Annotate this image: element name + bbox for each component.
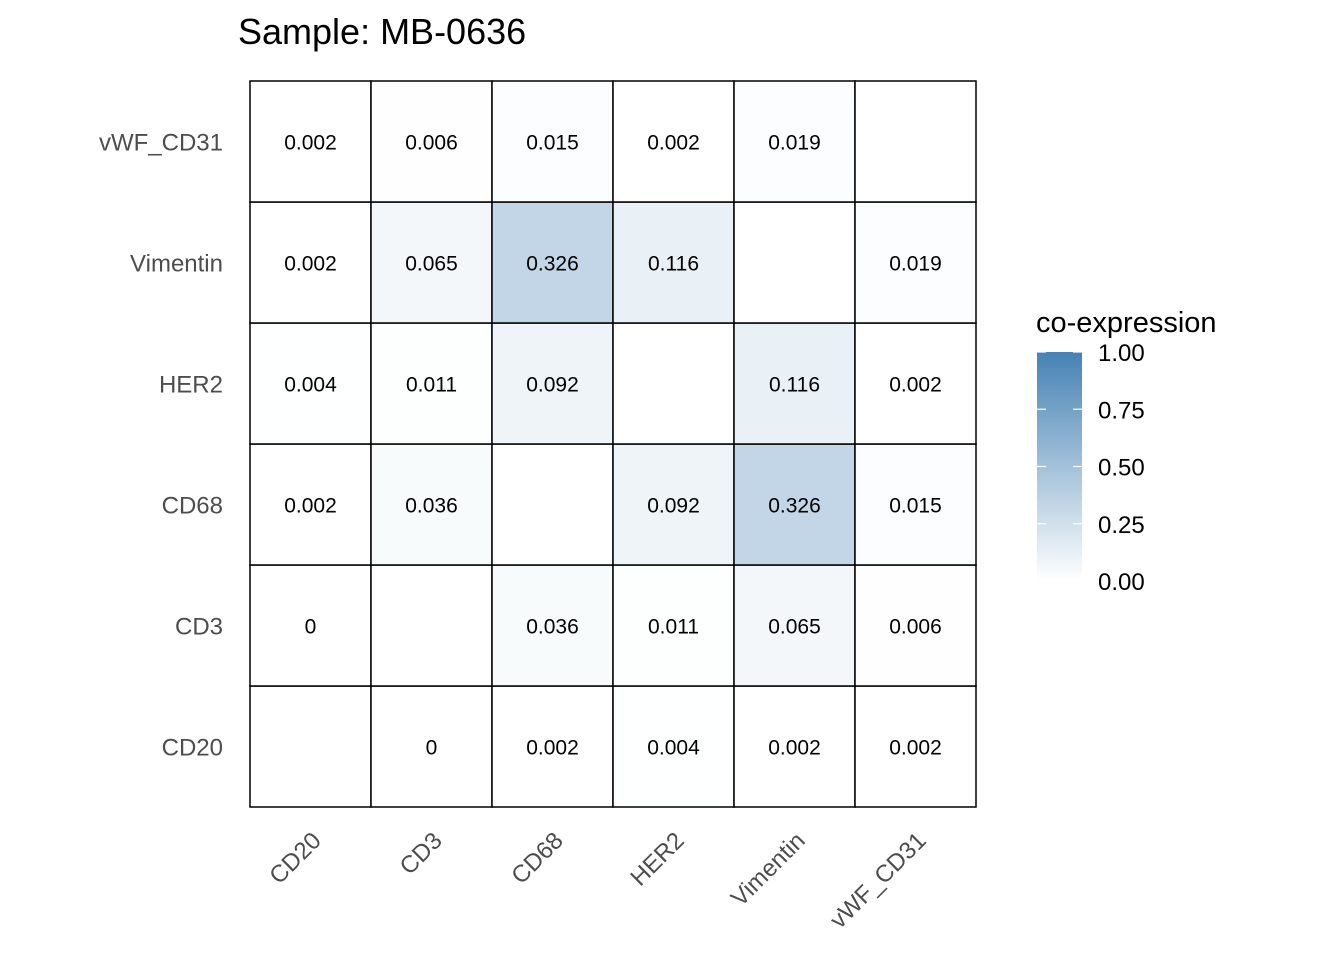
- heatmap-cell: [491, 201, 614, 324]
- x-tick-label: vWF_CD31: [825, 827, 932, 934]
- cell-value-label: 0.002: [284, 253, 337, 276]
- heatmap-cell: [854, 322, 977, 445]
- heatmap-cell: [491, 322, 614, 445]
- heatmap-cell: [733, 685, 856, 808]
- chart-title: Sample: MB-0636: [238, 11, 526, 52]
- cell-value-label: 0.002: [889, 374, 942, 397]
- heatmap-cell: [370, 322, 493, 445]
- cell-value-label: 0.002: [889, 737, 942, 760]
- cell-value-label: 0.006: [405, 132, 458, 155]
- cell-value-label: 0: [305, 616, 317, 639]
- cell-value-label: 0.092: [647, 495, 700, 518]
- cell-value-label: 0.116: [769, 374, 820, 397]
- cell-value-label: 0.011: [648, 616, 699, 639]
- cell-value-label: 0.006: [889, 616, 942, 639]
- cell-value-label: 0.036: [526, 616, 579, 639]
- heatmap-cell: [249, 685, 372, 808]
- cell-value-label: 0.326: [768, 495, 821, 518]
- y-tick-label: CD68: [162, 493, 223, 520]
- heatmap-cell: [733, 564, 856, 687]
- legend-title: co-expression: [1036, 307, 1217, 339]
- legend-tick-label: 0.00: [1098, 569, 1145, 596]
- heatmap-cell: [612, 322, 735, 445]
- heatmap-cell: [733, 322, 856, 445]
- cell-value-label: 0.015: [889, 495, 942, 518]
- legend-tick-label: 0.25: [1098, 512, 1145, 539]
- x-tick-label: CD3: [395, 827, 448, 880]
- cell-value-label: 0.065: [768, 616, 821, 639]
- legend-tick-label: 0.50: [1098, 455, 1145, 482]
- cell-value-label: 0.002: [526, 737, 579, 760]
- y-tick-label: CD20: [162, 735, 223, 762]
- cell-value-label: 0.015: [526, 132, 579, 155]
- legend-tick-label: 0.75: [1098, 397, 1145, 424]
- y-tick-label: vWF_CD31: [99, 130, 223, 157]
- cell-value-label: 0.036: [405, 495, 458, 518]
- cell-value-label: 0.011: [406, 374, 457, 397]
- heatmap-cell: [733, 201, 856, 324]
- cell-value-label: 0.004: [647, 737, 700, 760]
- cell-value-label: 0.002: [647, 132, 700, 155]
- heatmap-cell: [370, 80, 493, 203]
- y-tick-label: Vimentin: [130, 251, 223, 278]
- cell-value-label: 0: [426, 737, 438, 760]
- heatmap-cell: [370, 443, 493, 566]
- cell-value-label: 0.002: [284, 495, 337, 518]
- cell-value-label: 0.002: [284, 132, 337, 155]
- cell-value-label: 0.019: [889, 253, 942, 276]
- heatmap-cell: [249, 201, 372, 324]
- cell-value-label: 0.002: [768, 737, 821, 760]
- x-tick-label: Vimentin: [726, 827, 811, 912]
- x-tick-label: CD20: [264, 827, 326, 889]
- heatmap-cell: [491, 564, 614, 687]
- cell-value-label: 0.019: [768, 132, 821, 155]
- heatmap-cell: [491, 80, 614, 203]
- cell-value-label: 0.092: [526, 374, 579, 397]
- legend-tick-label: 1.00: [1098, 340, 1145, 367]
- heatmap-cell: [370, 685, 493, 808]
- cell-value-label: 0.065: [405, 253, 458, 276]
- heatmap-cell: [370, 564, 493, 687]
- heatmap-cell: [854, 80, 977, 203]
- heatmap-cell: [854, 201, 977, 324]
- heatmap-cell: [249, 564, 372, 687]
- heatmap-cell: [854, 685, 977, 808]
- heatmap-cell: [612, 564, 735, 687]
- heatmap-cell: [612, 80, 735, 203]
- heatmap-cell: [854, 564, 977, 687]
- x-tick-label: CD68: [506, 827, 568, 889]
- cell-value-label: 0.004: [284, 374, 337, 397]
- heatmap-cell: [491, 443, 614, 566]
- heatmap-cell: [491, 685, 614, 808]
- y-tick-label: HER2: [159, 372, 223, 399]
- y-tick-label: CD3: [175, 614, 223, 641]
- cell-value-label: 0.326: [526, 253, 579, 276]
- heatmap-cell: [612, 443, 735, 566]
- heatmap-cell: [249, 322, 372, 445]
- x-tick-label: HER2: [625, 827, 689, 891]
- heatmap-cell: [854, 443, 977, 566]
- cell-value-label: 0.116: [648, 253, 699, 276]
